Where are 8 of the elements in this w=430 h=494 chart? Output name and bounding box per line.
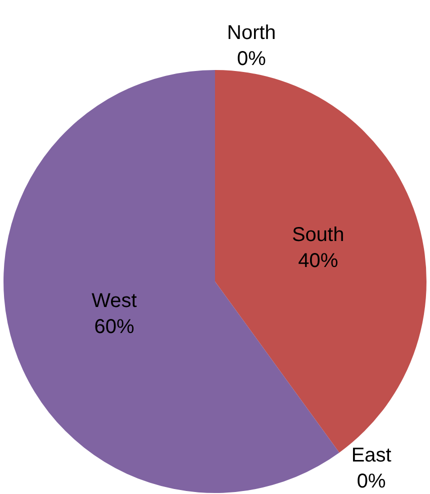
text: 0% xyxy=(356,470,386,492)
category-label: North xyxy=(227,22,276,44)
slice-label: West xyxy=(92,290,138,312)
text: 0% xyxy=(237,48,266,70)
slice-label: South xyxy=(292,224,344,246)
category-label: East xyxy=(351,444,392,466)
data-label: 60% xyxy=(94,316,134,338)
data-label: 40% xyxy=(298,250,338,272)
